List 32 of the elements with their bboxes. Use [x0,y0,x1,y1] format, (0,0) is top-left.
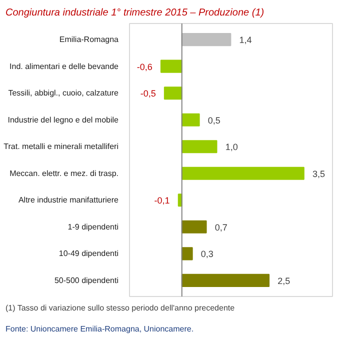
data-label: 3,5 [312,168,325,179]
data-label: -0,6 [136,62,152,72]
bar [164,86,182,100]
y-tick-label: Emilia-Romagna [59,35,120,44]
y-tick-label: 50-500 dipendenti [54,276,119,285]
source-note: Fonte: Unioncamere Emilia-Romagna, Unioncamere. [6,324,194,334]
chart-title: Congiuntura industriale 1° trimestre 2015 – Produzione (1) [6,8,264,18]
data-label: 0,5 [208,115,220,126]
data-label: 0,3 [200,249,214,260]
y-tick-label: 10-49 dipendenti [58,249,119,258]
data-label: 1,0 [225,142,238,152]
bar [160,60,182,73]
data-label: -0,5 [140,88,156,99]
y-tick-label: Altre industrie manifatturiere [18,196,120,205]
bar [181,113,200,126]
data-label: 1,4 [239,35,252,46]
y-tick-label: 1-9 dipendenti [68,222,119,232]
y-tick-label: Industrie del legno e del mobile [8,115,120,124]
data-label: 0,7 [214,222,228,232]
y-tick-label: Tessili, abbigl., cuoio, calzature [8,88,120,98]
y-tick-label: Ind. alimentari e delle bevande [10,62,120,71]
bar [181,166,304,180]
bar [181,33,232,46]
data-label: 2,5 [278,276,290,286]
y-tick-label: Trat. metalli e minerali metalliferi [4,142,119,152]
y-tick-label: Meccan. elettr. e mez. di trasp. [10,168,119,178]
text: (1) Tasso di variazione sullo stesso periodo dell'anno precedente [6,304,236,312]
bar [181,220,207,234]
data-label: -0,1 [154,196,170,206]
bar [181,247,193,260]
bar [181,140,218,154]
bar [181,274,270,287]
